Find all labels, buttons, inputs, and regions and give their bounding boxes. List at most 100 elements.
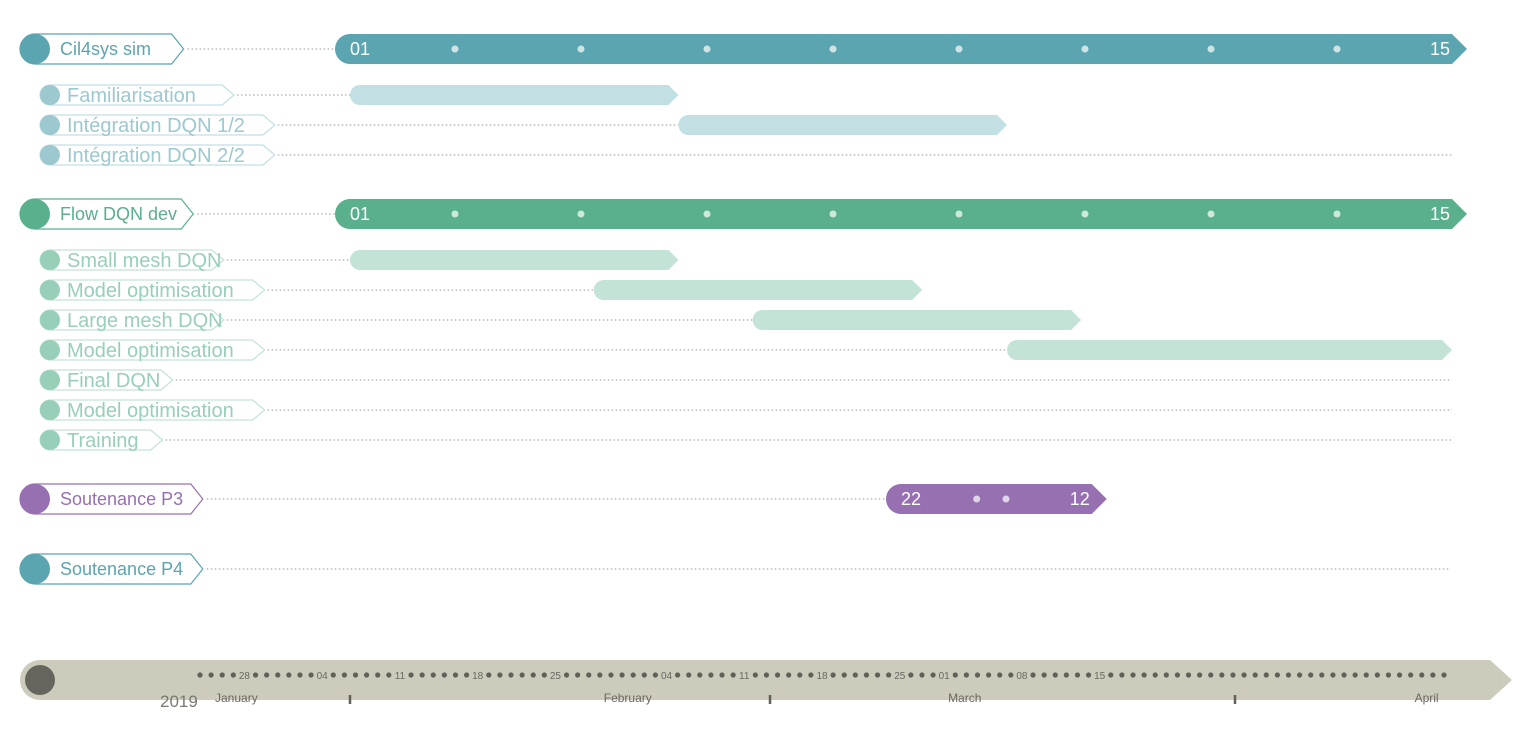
group-label: Cil4sys sim [60, 39, 151, 59]
task-dot [40, 145, 60, 165]
bar-start-label: 22 [901, 489, 921, 509]
group-label: Soutenance P4 [60, 559, 183, 579]
day-dot [908, 672, 914, 678]
day-dot [797, 672, 803, 678]
day-dot [586, 672, 592, 678]
day-dot [1085, 672, 1092, 678]
time-axis: 2019 28 04 11 18 25 04 11 18 25 01 08 15 January Febru… [20, 660, 1512, 711]
bar-tick-dot [1002, 495, 1010, 503]
task-label: Final DQN [67, 370, 160, 392]
day-dot [1219, 672, 1225, 678]
day-dot [719, 672, 725, 678]
day-dot [1141, 672, 1147, 678]
day-dot [275, 672, 281, 678]
bar-tick-dot [703, 45, 711, 53]
week-label: 25 [550, 671, 562, 682]
bar-end-label: 15 [1430, 204, 1450, 224]
day-dot [1396, 672, 1403, 678]
task-label: Model optimisation [67, 340, 234, 362]
bar-tick-dot [577, 210, 585, 218]
day-dot [1297, 672, 1303, 678]
day-dot [974, 672, 981, 678]
week-label: 18 [816, 671, 828, 682]
bar-tick-dot [1207, 45, 1215, 53]
day-dot [1374, 672, 1380, 678]
day-dot [352, 672, 359, 678]
day-dot [197, 672, 203, 678]
day-dot [708, 672, 714, 678]
task-row: Intégration DQN 2/2 [39, 144, 1452, 167]
day-dot [230, 672, 236, 678]
task-label-pill [39, 84, 235, 106]
bar-tick-dot [1333, 45, 1341, 53]
task-bar [350, 85, 679, 105]
group-dot [20, 484, 50, 514]
bar-tick-dot [577, 45, 585, 53]
task-dot [40, 85, 60, 105]
day-dot [1385, 672, 1392, 678]
day-dot [686, 672, 692, 678]
week-label: 04 [661, 671, 673, 682]
bar-tick-dot [973, 495, 981, 503]
day-dot [441, 672, 447, 678]
bar-tick-dot [829, 210, 837, 218]
group-bar [886, 484, 1107, 514]
task-row: Training [39, 429, 1452, 452]
day-dot [774, 672, 781, 678]
bar-tick-dot [1207, 210, 1215, 218]
day-dot [430, 672, 436, 678]
group-bar [335, 199, 1467, 229]
task-bar [350, 250, 679, 270]
bar-end-label: 15 [1430, 39, 1450, 59]
day-dot [608, 672, 614, 678]
day-dot [1008, 672, 1014, 678]
day-dot [530, 672, 536, 678]
week-label: 11 [395, 671, 406, 682]
day-dot [1252, 672, 1258, 678]
day-dot [1108, 672, 1114, 678]
group-dot [20, 554, 50, 584]
day-dot [1230, 672, 1236, 678]
day-dot [1330, 672, 1336, 678]
task-row: Small mesh DQN [39, 249, 679, 272]
day-dot [452, 672, 459, 678]
day-dot [919, 672, 925, 678]
day-dot [1363, 672, 1369, 678]
day-dot [1241, 672, 1247, 678]
day-dot [1308, 672, 1314, 678]
day-dot [330, 672, 336, 678]
group-dot [20, 199, 50, 229]
day-dot [575, 672, 581, 678]
task-dot [40, 400, 60, 420]
task-label: Intégration DQN 1/2 [67, 115, 245, 137]
task-bar [593, 280, 923, 300]
bar-end-label: 12 [1070, 489, 1090, 509]
bar-tick-dot [829, 45, 837, 53]
day-dot [252, 672, 259, 678]
task-label: Large mesh DQN [67, 310, 223, 332]
month-label: January [215, 691, 258, 705]
day-dot [364, 672, 370, 678]
day-dot [519, 672, 525, 678]
day-dot [786, 672, 792, 678]
group-label: Flow DQN dev [60, 204, 177, 224]
day-dot [341, 672, 347, 678]
day-dot [1185, 672, 1192, 678]
week-label: 18 [472, 671, 484, 682]
day-dot [1441, 672, 1447, 678]
bar-tick-dot [1081, 45, 1089, 53]
day-dot [297, 672, 303, 678]
day-dot [1130, 672, 1136, 678]
time-axis-band [20, 660, 1512, 700]
group-bar [335, 34, 1467, 64]
day-dot [641, 672, 647, 678]
bar-tick-dot [703, 210, 711, 218]
group-dot [20, 34, 50, 64]
day-dot [652, 672, 658, 678]
task-row: Final DQN [39, 369, 1452, 392]
bar-tick-dot [1081, 210, 1089, 218]
day-dot [1163, 672, 1169, 678]
task-row: Intégration DQN 1/2 [39, 114, 1007, 137]
task-bar [752, 310, 1082, 330]
